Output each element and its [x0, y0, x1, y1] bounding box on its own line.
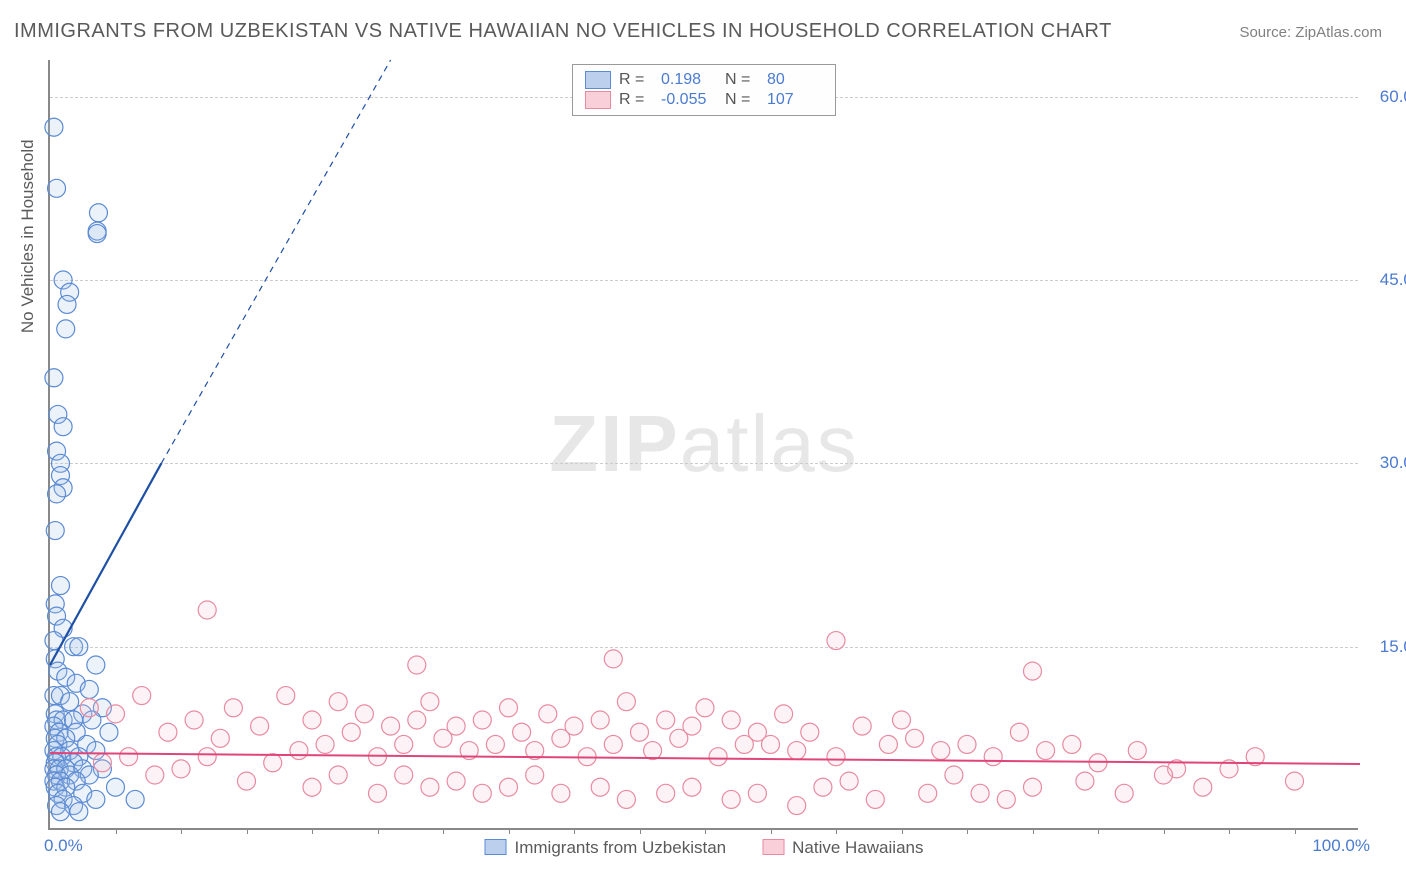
y-tick-label: 45.0%	[1368, 270, 1406, 290]
legend-r-label-1: R =	[619, 71, 653, 89]
source-attribution: Source: ZipAtlas.com	[1239, 24, 1382, 41]
y-axis-label: No Vehicles in Household	[18, 139, 38, 333]
legend-n-label-1: N =	[725, 71, 759, 89]
legend-item-1: Immigrants from Uzbekistan	[485, 838, 727, 858]
series-legend: Immigrants from Uzbekistan Native Hawaii…	[485, 838, 924, 858]
y-tick-label: 15.0%	[1368, 637, 1406, 657]
x-axis-max-label: 100.0%	[1312, 836, 1370, 856]
legend-swatch-2	[585, 91, 611, 109]
legend-bottom-label-1: Immigrants from Uzbekistan	[515, 838, 727, 857]
legend-n-value-2: 107	[767, 91, 823, 109]
chart-plot-area: ZIPatlas 15.0%30.0%45.0%60.0% 0.0% 100.0…	[48, 60, 1358, 830]
correlation-legend: R = 0.198 N = 80 R = -0.055 N = 107	[572, 64, 836, 116]
scatter-svg	[50, 60, 1358, 828]
legend-bottom-swatch-1	[485, 839, 507, 855]
legend-r-label-2: R =	[619, 91, 653, 109]
legend-bottom-label-2: Native Hawaiians	[792, 838, 923, 857]
chart-title: IMMIGRANTS FROM UZBEKISTAN VS NATIVE HAW…	[14, 20, 1112, 43]
legend-r-value-2: -0.055	[661, 91, 717, 109]
legend-n-label-2: N =	[725, 91, 759, 109]
legend-item-2: Native Hawaiians	[762, 838, 923, 858]
legend-bottom-swatch-2	[762, 839, 784, 855]
legend-row-series-1: R = 0.198 N = 80	[585, 71, 823, 89]
legend-swatch-1	[585, 71, 611, 89]
legend-n-value-1: 80	[767, 71, 823, 89]
legend-row-series-2: R = -0.055 N = 107	[585, 91, 823, 109]
y-tick-label: 30.0%	[1368, 453, 1406, 473]
y-tick-label: 60.0%	[1368, 87, 1406, 107]
legend-r-value-1: 0.198	[661, 71, 717, 89]
x-axis-min-label: 0.0%	[44, 836, 83, 856]
